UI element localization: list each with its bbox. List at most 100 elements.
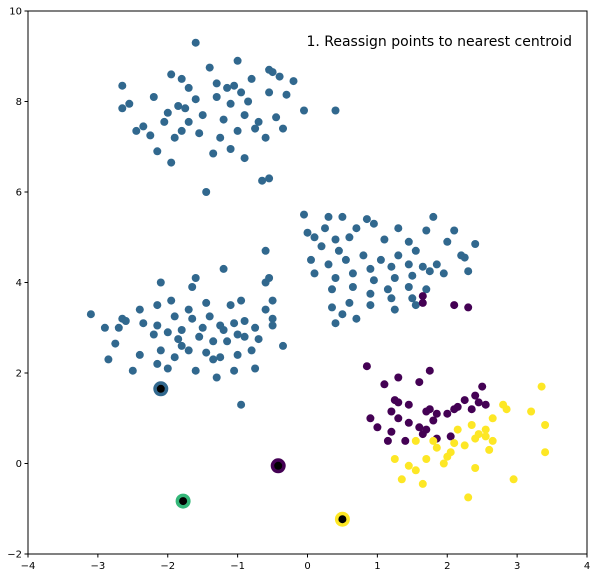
data-point <box>404 400 413 409</box>
data-point <box>188 283 197 291</box>
centroid-marker <box>153 381 169 397</box>
data-point <box>401 436 410 445</box>
data-point <box>422 226 431 235</box>
data-point <box>230 319 239 328</box>
data-point <box>331 106 340 115</box>
data-point <box>209 355 218 364</box>
centroid-marker <box>175 493 191 509</box>
data-point <box>170 133 179 142</box>
data-point <box>230 81 239 90</box>
x-tick-label: 4 <box>584 561 590 572</box>
data-point <box>139 319 148 328</box>
data-point <box>191 38 200 47</box>
data-point <box>418 298 427 307</box>
data-point <box>450 439 459 448</box>
data-point <box>233 126 242 135</box>
x-tick-label: 1 <box>374 561 380 572</box>
data-point <box>219 115 228 124</box>
y-tick-label: 6 <box>16 188 22 199</box>
data-point <box>163 108 172 117</box>
y-tick-label: 8 <box>16 97 22 108</box>
data-point <box>177 74 186 83</box>
data-point <box>205 63 214 72</box>
data-point <box>261 305 270 314</box>
data-point <box>380 380 389 389</box>
y-axis: −2 0 2 4 6 8 10 <box>7 7 28 561</box>
data-point <box>478 382 487 391</box>
data-point <box>174 102 183 110</box>
data-point <box>383 285 392 294</box>
data-point <box>254 335 263 344</box>
data-point <box>499 400 508 409</box>
data-point <box>394 398 403 407</box>
data-point <box>167 70 176 79</box>
data-point <box>404 283 413 291</box>
data-point <box>464 267 473 276</box>
data-point <box>135 350 144 359</box>
data-point <box>345 233 354 242</box>
data-point <box>418 262 427 271</box>
data-point <box>331 274 340 282</box>
data-point <box>163 328 172 337</box>
data-point <box>415 378 424 387</box>
data-point <box>226 301 235 310</box>
x-axis: −4 −3 −2 −1 0 1 2 3 4 <box>21 554 590 572</box>
data-point <box>328 285 336 294</box>
data-point <box>453 425 462 434</box>
data-point <box>404 461 413 470</box>
data-point <box>202 188 211 196</box>
data-point <box>450 226 459 235</box>
y-tick-label: 4 <box>16 278 22 289</box>
data-point <box>450 301 459 310</box>
data-point <box>328 303 336 312</box>
data-point <box>446 448 455 457</box>
data-point <box>324 260 333 269</box>
data-point <box>474 430 483 439</box>
data-point <box>541 448 550 457</box>
data-point <box>310 233 319 242</box>
y-tick-label: 10 <box>9 7 22 18</box>
data-point <box>443 237 452 246</box>
data-point <box>160 117 169 126</box>
data-point <box>387 427 396 436</box>
data-point <box>481 432 490 441</box>
x-tick-label: −1 <box>230 561 245 572</box>
data-point <box>254 117 263 126</box>
data-point <box>153 321 162 330</box>
y-tick-label: 2 <box>16 369 22 380</box>
data-point <box>439 459 448 468</box>
x-tick-label: −2 <box>160 561 175 572</box>
data-point <box>404 418 413 427</box>
data-point <box>460 441 469 450</box>
data-point <box>404 237 413 246</box>
data-point <box>321 224 329 233</box>
data-point <box>369 219 378 228</box>
data-point <box>198 111 207 120</box>
data-point <box>418 479 427 488</box>
data-point <box>191 366 200 375</box>
data-point <box>394 251 403 260</box>
data-point <box>418 292 427 301</box>
data-point <box>450 405 459 414</box>
data-point <box>509 475 518 484</box>
data-point <box>240 154 249 163</box>
data-point <box>146 131 155 140</box>
data-point <box>275 72 284 81</box>
data-point <box>488 414 497 423</box>
data-point <box>212 373 221 382</box>
data-point <box>167 296 176 305</box>
data-point <box>307 255 315 264</box>
data-point <box>404 260 413 269</box>
data-point <box>268 314 277 323</box>
data-point <box>390 274 399 282</box>
data-point <box>195 129 204 138</box>
data-point <box>118 104 127 113</box>
data-point <box>527 407 536 416</box>
data-point <box>432 409 441 418</box>
data-point <box>394 414 403 423</box>
data-point <box>233 56 242 65</box>
data-point <box>366 414 375 423</box>
data-point <box>209 337 218 346</box>
data-point <box>170 312 179 321</box>
